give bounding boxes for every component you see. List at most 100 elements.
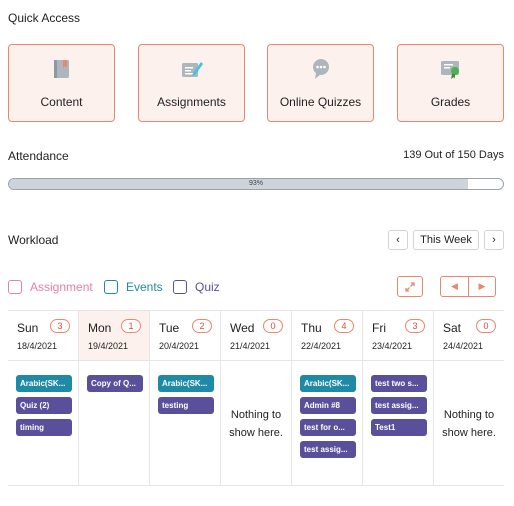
event-chip[interactable]: Arabic(SK... — [16, 375, 72, 392]
day-count-badge: 0 — [263, 319, 283, 333]
day-date: 21/4/2021 — [230, 341, 271, 351]
day-column-tue: Tue 2 20/4/2021 Arabic(SK... testing — [150, 311, 221, 485]
quick-access-title: Quick Access — [8, 11, 81, 25]
day-date: 24/4/2021 — [443, 341, 484, 351]
quiz-bubble-icon — [312, 59, 329, 79]
day-column-thu: Thu 4 22/4/2021 Arabic(SK... Admin #8 test fo… — [292, 311, 363, 485]
day-header: Wed 0 21/4/2021 — [221, 311, 291, 361]
quick-access-assignments-card[interactable]: Assignments — [138, 44, 245, 122]
day-name: Mon — [88, 321, 112, 335]
empty-note-line: show here. — [442, 427, 496, 439]
legend-assignment-toggle[interactable]: Assignment — [8, 279, 93, 295]
day-date: 19/4/2021 — [88, 341, 129, 351]
day-column-fri: Fri 3 23/4/2021 test two s... test assig... T… — [363, 311, 434, 485]
quiz-chip[interactable]: test for o... — [300, 419, 356, 436]
day-column-sat: Sat 0 24/4/2021 Nothing to show here. — [434, 311, 504, 485]
calendar-next-button[interactable]: ▶ — [468, 277, 495, 296]
day-column-mon: Mon 1 19/4/2021 Copy of Q... — [79, 311, 150, 485]
calendar-prev-button[interactable]: ◀ — [441, 277, 468, 296]
day-body: Arabic(SK... Quiz (2) timing — [8, 361, 78, 485]
empty-note-line: Nothing to — [443, 409, 495, 421]
empty-note-line: Nothing to — [230, 409, 282, 421]
legend-events-toggle[interactable]: Events — [104, 279, 163, 295]
quiz-chip[interactable]: Copy of Q... — [87, 375, 143, 392]
attendance-progress-fill — [9, 179, 469, 189]
day-name: Fri — [372, 321, 386, 335]
calendar-nav-group: ◀ ▶ — [440, 276, 496, 297]
chevron-left-icon: ‹ — [396, 234, 400, 246]
event-chip[interactable]: Arabic(SK... — [300, 375, 356, 392]
day-count-badge: 2 — [192, 319, 212, 333]
caret-left-icon: ◀ — [451, 281, 458, 291]
day-header: Fri 3 23/4/2021 — [363, 311, 433, 361]
checkbox[interactable] — [8, 280, 22, 294]
certificate-icon — [440, 61, 459, 79]
quick-access-label: Online Quizzes — [279, 95, 362, 109]
day-body: Copy of Q... — [79, 361, 149, 485]
chevron-right-icon: › — [492, 234, 496, 246]
next-week-button[interactable]: › — [484, 230, 504, 250]
quick-access-content-card[interactable]: Content — [8, 44, 115, 122]
day-name: Sun — [17, 321, 39, 335]
legend-assignment-label: Assignment — [30, 280, 93, 294]
day-header: Sat 0 24/4/2021 — [434, 311, 504, 361]
checkbox[interactable] — [104, 280, 118, 294]
attendance-progress-bar: 93% — [8, 178, 504, 190]
day-date: 22/4/2021 — [301, 341, 342, 351]
day-body: Nothing to show here. — [434, 361, 504, 485]
day-date: 23/4/2021 — [372, 341, 413, 351]
day-column-sun: Sun 3 18/4/2021 Arabic(SK... Quiz (2) timing — [8, 311, 79, 485]
quiz-chip[interactable]: testing — [158, 397, 214, 414]
checkbox[interactable] — [173, 280, 187, 294]
day-body: Arabic(SK... testing — [150, 361, 220, 485]
day-body: Nothing to show here. — [221, 361, 291, 485]
empty-note-line: show here. — [229, 427, 283, 439]
quiz-chip[interactable]: Quiz (2) — [16, 397, 72, 414]
empty-day-note: Nothing to show here. — [434, 406, 504, 442]
legend-quiz-label: Quiz — [195, 280, 220, 294]
attendance-percent: 93% — [248, 180, 263, 187]
prev-week-button[interactable]: ‹ — [388, 230, 408, 250]
day-column-wed: Wed 0 21/4/2021 Nothing to show here. — [221, 311, 292, 485]
day-body: test two s... test assig... Test1 — [363, 361, 433, 485]
day-name: Sat — [443, 321, 462, 335]
day-count-badge: 4 — [334, 319, 354, 333]
book-icon — [53, 60, 69, 78]
quiz-chip[interactable]: test assig... — [371, 397, 427, 414]
day-count-badge: 3 — [405, 319, 425, 333]
day-name: Wed — [230, 321, 255, 335]
attendance-title: Attendance — [8, 149, 69, 163]
day-count-badge: 3 — [50, 319, 70, 333]
legend-events-label: Events — [126, 280, 163, 294]
day-header: Tue 2 20/4/2021 — [150, 311, 220, 361]
expand-button[interactable] — [397, 276, 423, 297]
day-name: Thu — [301, 321, 322, 335]
quiz-chip[interactable]: test two s... — [371, 375, 427, 392]
day-header: Thu 4 22/4/2021 — [292, 311, 362, 361]
quick-access-label: Content — [40, 95, 83, 109]
day-count-badge: 0 — [476, 319, 496, 333]
event-chip[interactable]: Arabic(SK... — [158, 375, 214, 392]
day-header: Mon 1 19/4/2021 — [79, 311, 149, 361]
day-header: Sun 3 18/4/2021 — [8, 311, 78, 361]
quiz-chip[interactable]: Test1 — [371, 419, 427, 436]
caret-right-icon: ▶ — [478, 281, 486, 291]
quiz-chip[interactable]: test assig... — [300, 441, 356, 458]
day-count-badge: 1 — [121, 319, 141, 333]
this-week-button[interactable]: This Week — [413, 230, 479, 250]
expand-icon — [405, 281, 415, 292]
pencil-icon — [181, 62, 203, 77]
workload-title: Workload — [8, 233, 59, 247]
quiz-chip[interactable]: Admin #8 — [300, 397, 356, 414]
quick-access-quizzes-card[interactable]: Online Quizzes — [267, 44, 374, 122]
quick-access-grades-card[interactable]: Grades — [397, 44, 504, 122]
day-body: Arabic(SK... Admin #8 test for o... test as… — [292, 361, 362, 485]
quick-access-label: Assignments — [157, 95, 226, 109]
attendance-count: 139 Out of 150 Days — [403, 149, 504, 161]
day-name: Tue — [159, 321, 180, 335]
quiz-chip[interactable]: timing — [16, 419, 72, 436]
legend-quiz-toggle[interactable]: Quiz — [173, 279, 220, 295]
workload-calendar: Sun 3 18/4/2021 Arabic(SK... Quiz (2) timing M… — [8, 310, 504, 486]
day-date: 18/4/2021 — [17, 341, 58, 351]
empty-day-note: Nothing to show here. — [221, 406, 291, 442]
